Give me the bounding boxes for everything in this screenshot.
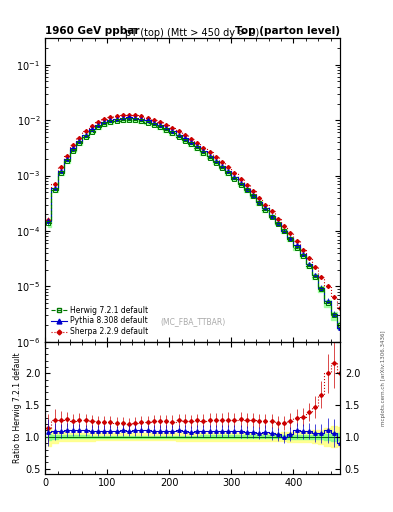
Text: (MC_FBA_TTBAR): (MC_FBA_TTBAR) [160, 317, 225, 327]
Y-axis label: Ratio to Herwig 7.2.1 default: Ratio to Herwig 7.2.1 default [13, 352, 22, 463]
Text: 1960 GeV ppbar: 1960 GeV ppbar [45, 26, 140, 36]
Legend: Herwig 7.2.1 default, Pythia 8.308 default, Sherpa 2.2.9 default: Herwig 7.2.1 default, Pythia 8.308 defau… [48, 303, 152, 339]
Text: Top (parton level): Top (parton level) [235, 26, 340, 36]
Title: pT (top) (Mtt > 450 dy > 0): pT (top) (Mtt > 450 dy > 0) [125, 28, 260, 37]
Text: mcplots.cern.ch [arXiv:1306.3436]: mcplots.cern.ch [arXiv:1306.3436] [381, 330, 386, 425]
